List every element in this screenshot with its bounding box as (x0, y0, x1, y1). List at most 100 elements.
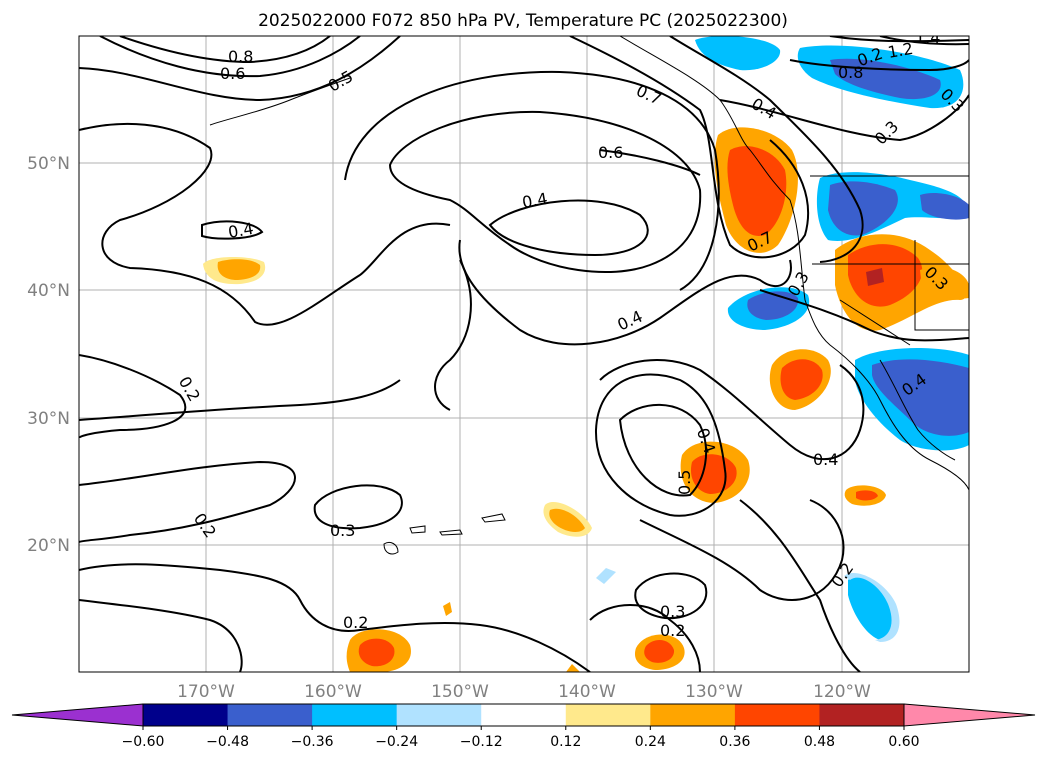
colorbar-tick-label: 0.36 (719, 734, 750, 750)
contour-aleutian-0.5 (79, 36, 401, 102)
contour-label: 0.8 (838, 63, 863, 82)
colorbar-tick-label: −0.60 (122, 734, 165, 750)
contour-0.7-pnw (569, 36, 810, 259)
contour-0.4-east-2 (434, 259, 472, 411)
contour-label: 0.5 (675, 470, 694, 495)
colorbar-tick-label: 0.48 (804, 734, 835, 750)
x-tick-label: 150°W (431, 682, 489, 702)
colorbar-segment (312, 704, 398, 726)
contour-0.2-mid (79, 379, 401, 421)
anomaly-nevada-warm (920, 266, 969, 299)
colorbar-segment (143, 704, 229, 726)
contour-0.2-west (79, 354, 187, 439)
contour-label: 0.3 (660, 602, 685, 621)
colorbar-segment (819, 704, 905, 726)
anomaly-california-warm-peak (866, 268, 884, 286)
contour-aleutian-0.8 (119, 36, 331, 64)
map-background (79, 36, 969, 672)
colorbar-segment (650, 704, 736, 726)
y-tick-label: 20°N (27, 536, 70, 556)
colorbar: −0.60 −0.48 −0.36 −0.24 −0.12 0.12 0.24 0.36 0.4… (11, 703, 1036, 750)
anomaly-offshore-warm-core (780, 359, 823, 400)
island-hawaii-3 (481, 513, 506, 523)
colorbar-segment (227, 704, 313, 726)
island-hawaii-1 (383, 541, 399, 555)
contour-0.2-low (79, 599, 243, 672)
island-hawaii-2 (439, 529, 463, 536)
contour-label: 0.4 (813, 450, 838, 469)
contour-0.2-south (589, 604, 701, 672)
anomaly-south-warm-core (644, 640, 675, 663)
anomaly-hawaii-south-warm-core (358, 638, 395, 667)
colorbar-tick-label: 0.12 (550, 734, 581, 750)
border-states (812, 240, 969, 346)
contour-0.8-canada (789, 59, 969, 72)
contour-0.4-closed-south (594, 373, 727, 517)
contour-label: 0.4 (521, 189, 549, 212)
anomaly-small-cool (596, 568, 616, 584)
x-tick-label: 160°W (304, 682, 362, 702)
contour-0.4-subtropics (599, 359, 865, 461)
contour-label: 0.2 (660, 621, 685, 640)
contour-1.2 (829, 36, 969, 43)
contour-0.2-sub (739, 499, 861, 672)
x-tick-label: 130°W (685, 682, 743, 702)
contour-0.3-canada (719, 94, 969, 142)
negative-anomalies (596, 36, 969, 642)
x-tick-label: 170°W (177, 682, 235, 702)
contour-0.2-hawaii (79, 460, 296, 543)
contour-label: 1.4 (915, 28, 940, 47)
coast-alaska-islands (209, 77, 351, 126)
contour-0.3-hawaii-closed (313, 484, 403, 530)
positive-anomalies (203, 127, 969, 672)
y-tick-label: 40°N (27, 281, 70, 301)
chart-title: 2025022000 F072 850 hPa PV, Temperature … (258, 11, 788, 31)
anomaly-gulf-alaska-cool (695, 36, 781, 71)
contour-0.2-pacific (79, 563, 591, 672)
contour-label: 0.2 (343, 613, 368, 632)
contour-ring-0.5 (344, 70, 720, 291)
contour-0.3-sub (639, 499, 845, 601)
anomaly-socal-cool-core (872, 359, 969, 436)
colorbar-tick-label: −0.12 (460, 734, 503, 750)
map-frame (78, 35, 970, 673)
map-area: 0.8 0.6 0.5 0.7 0.6 0.4 0.4 0.4 0.4 0.3 … (79, 28, 969, 672)
contour-central-0.4 (488, 199, 649, 257)
contour-aleutian-0.6 (99, 36, 361, 78)
colorbar-segment (481, 704, 567, 726)
contour-label: 0.6 (598, 143, 623, 162)
colorbar-frame (142, 703, 905, 727)
anomaly-small-warm-2 (566, 664, 580, 672)
y-axis: 50°N 40°N 30°N 20°N (27, 154, 70, 556)
contour-label: 0.4 (227, 219, 255, 242)
colorbar-extend-high (903, 703, 1036, 727)
anomaly-california-warm-core (848, 244, 923, 307)
anomaly-interior-cool-core (828, 181, 898, 236)
contour-0.6-north (599, 149, 701, 176)
coast-north-america (619, 36, 969, 491)
colorbar-tick-label: 0.24 (635, 734, 666, 750)
contour-west-0.4-closed (201, 220, 264, 240)
anomaly-aleutian-warm-core (217, 259, 261, 280)
x-tick-label: 120°W (813, 682, 871, 702)
coast-baja (879, 359, 956, 461)
contour-0.4-pnw (669, 36, 864, 263)
contour-0.3-south (634, 572, 708, 620)
contour-label: 0.6 (220, 64, 245, 83)
colorbar-segment (396, 704, 482, 726)
y-tick-label: 30°N (27, 409, 70, 429)
anomaly-pnw-warm-core (727, 146, 787, 236)
contour-0.5-subtropics (618, 403, 708, 497)
x-axis: 170°W 160°W 150°W 140°W 130°W 120°W (177, 682, 871, 702)
colorbar-tick-label: −0.48 (206, 734, 249, 750)
contour-label: 0.8 (228, 47, 253, 66)
colorbar-tick-label: 0.60 (888, 734, 919, 750)
pv-contours (79, 36, 969, 672)
contour-ring-0.6 (388, 110, 702, 274)
contour-1.4 (879, 36, 969, 46)
anomaly-central-warm-core (549, 508, 585, 532)
colorbar-segment (734, 704, 820, 726)
colorbar-tick-label: −0.24 (375, 734, 418, 750)
anomaly-idaho-cool (920, 193, 969, 220)
